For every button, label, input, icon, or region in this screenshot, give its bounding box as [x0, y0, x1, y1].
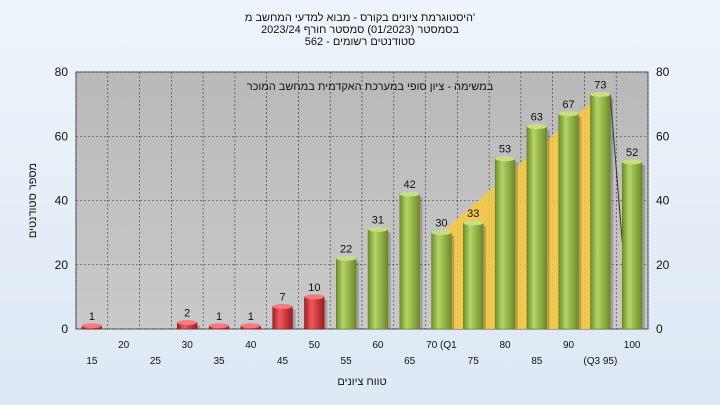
x-tick-13: 80	[499, 340, 511, 351]
bar-top	[463, 220, 484, 226]
bar-55	[336, 258, 357, 330]
data-label-85: 63	[531, 112, 543, 124]
data-label-30: 2	[184, 308, 190, 320]
bar-top	[304, 294, 325, 300]
data-label-65: 42	[404, 179, 416, 191]
x-tick-2: 25	[150, 356, 162, 367]
bar-85	[526, 126, 547, 330]
y-tick-right: 20	[656, 258, 670, 272]
x-axis-title: טווח ציונים	[337, 376, 386, 388]
bar-top	[399, 191, 420, 197]
data-label-75: 33	[467, 208, 479, 220]
chart-title-line-3: 562 - סטודנטים רשומים	[304, 36, 416, 48]
x-tick-6: 45	[277, 356, 289, 367]
bar-60	[367, 229, 388, 330]
data-label-80: 53	[499, 144, 511, 156]
bar-(Q3 95)	[590, 94, 611, 330]
x-tick-5: 40	[245, 340, 257, 351]
y-tick-left: 80	[55, 65, 69, 79]
x-tick-1: 20	[118, 340, 130, 351]
data-label-15: 1	[89, 311, 95, 323]
y-axis-title: מספר סטודנטים	[27, 163, 39, 238]
bar-50	[304, 296, 325, 330]
data-label-35: 1	[216, 311, 222, 323]
x-tick-7: 50	[309, 340, 321, 351]
data-label-40: 1	[248, 311, 254, 323]
y-tick-right: 60	[656, 129, 670, 143]
data-label-55: 22	[340, 243, 352, 255]
chart-title-line-2: בסמסטר (01/2023) סמסטר חורף 2023/24	[260, 24, 460, 36]
chart-title-line-1: היסטוגרמת ציונים בקורס - מבוא למדעי המחש…	[244, 12, 476, 24]
data-labels: 1 2 1 1 7 10 22 31 42 30 33 53 63 67 73 52	[89, 79, 638, 322]
data-label-100: 52	[626, 147, 638, 159]
x-tick-12: 75	[468, 356, 480, 367]
bar-45	[272, 306, 293, 330]
y-tick-left: 20	[55, 258, 69, 272]
bar-top	[368, 226, 388, 232]
bar-90	[558, 113, 579, 330]
data-label-(Q3 95): 73	[594, 79, 606, 91]
y-tick-right: 80	[656, 65, 670, 79]
data-label-90: 67	[562, 99, 574, 111]
x-tick-14: 85	[531, 356, 543, 367]
bar-75	[463, 222, 484, 330]
chart-annotation: במשימה - ציון סופי במערכת האקדמית במחשב …	[247, 81, 494, 93]
data-label-60: 31	[372, 214, 384, 226]
bar-100	[622, 161, 643, 330]
y-tick-left: 0	[61, 322, 68, 336]
y-tick-right: 40	[656, 194, 670, 208]
x-tick-8: 55	[341, 356, 353, 367]
trend-line	[609, 94, 623, 242]
bar-top	[240, 323, 261, 329]
bar-65	[399, 193, 420, 330]
bar-top	[431, 230, 452, 236]
x-tick-4: 35	[213, 356, 225, 367]
bar-top	[82, 323, 102, 329]
x-tick-10: 65	[404, 356, 416, 367]
bar-top	[209, 323, 229, 329]
bar-top	[272, 304, 293, 310]
x-tick-11: 70 (Q1	[426, 340, 457, 351]
bar-top	[590, 91, 611, 97]
x-tick-9: 60	[372, 340, 384, 351]
x-tick-17: 100	[624, 340, 641, 351]
y-tick-right: 0	[656, 322, 663, 336]
y-tick-left: 60	[55, 129, 69, 143]
bar-top	[526, 124, 547, 130]
bar-top	[558, 111, 579, 117]
bar-70 (Q1	[431, 232, 452, 330]
bar-80	[494, 158, 516, 330]
bar-top	[177, 320, 198, 326]
bars	[81, 91, 645, 330]
data-label-45: 7	[279, 292, 285, 304]
bar-top	[622, 159, 642, 165]
bar-top	[495, 156, 515, 162]
data-label-50: 10	[308, 282, 320, 294]
axes: 0 0 20 20 40 40 60 60 80 80 15 20 25 30 35 40 45 50 55 60 65…	[55, 65, 670, 367]
x-tick-16: (Q3 95)	[583, 356, 617, 367]
x-tick-3: 30	[182, 340, 194, 351]
bar-top	[336, 255, 356, 261]
y-tick-left: 40	[55, 194, 69, 208]
x-tick-15: 90	[563, 340, 575, 351]
data-label-70 (Q1: 30	[435, 218, 447, 230]
x-tick-0: 15	[86, 356, 98, 367]
